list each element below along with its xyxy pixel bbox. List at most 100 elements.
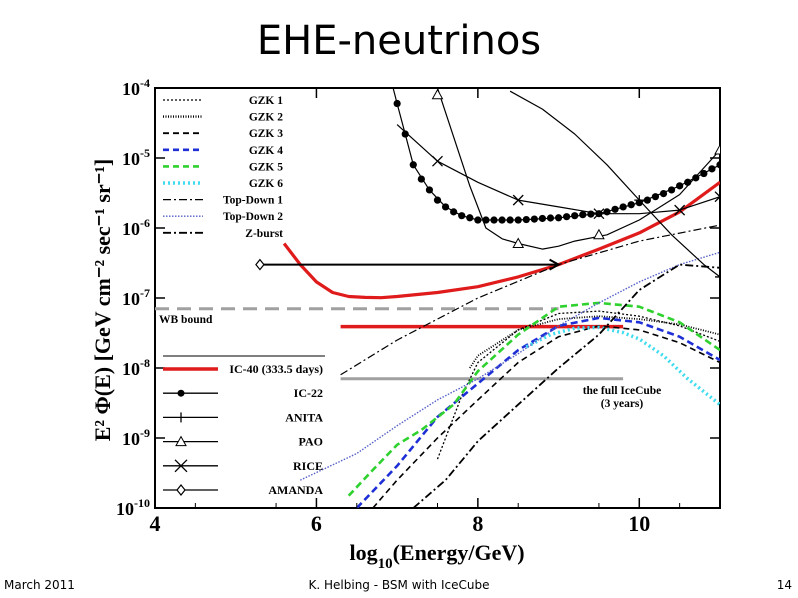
marker-ic-22-points [458,212,466,220]
marker-ic-22-points [514,216,522,224]
legend-marker-ic-22 [177,389,185,397]
x-axis-label-sub: 10 [378,556,393,572]
marker-ic-22-points [546,214,555,222]
legend-label-rice: RICE [293,459,323,473]
legend-label-top-down-2: Top-Down 2 [223,211,283,223]
marker-rice-points [593,208,605,220]
y-tick-label: 10-5 [122,146,150,169]
marker-ic-22-points [676,182,684,190]
marker-ic-22-points [692,174,700,182]
series-top-down-1 [340,224,720,376]
series-rice [396,124,720,215]
marker-ic-22-points [563,213,571,221]
marker-ic-22-points [433,196,442,204]
marker-ic-22-points [490,216,498,224]
marker-ic-22-points [651,193,660,201]
marker-ic-22-points [498,216,506,224]
marker-ic-22-points [450,208,458,216]
marker-pao-points [714,143,720,155]
marker-ic-22-points [417,175,425,183]
marker-ic-22-points [530,215,538,223]
footer-date: March 2011 [4,578,75,592]
footer-page-number: 14 [776,578,792,592]
legend-label-gzk-2: GZK 2 [249,112,283,124]
legend-label-ic-40-333-5-days: IC-40 (333.5 days) [229,362,323,376]
y-tick-label: 10-9 [122,426,150,449]
marker-ic-22-points [659,190,668,198]
marker-ic-22-points [474,216,482,224]
annotation-full-icecube: the full IceCube [583,385,662,397]
series-gzk-2 [469,315,720,369]
x-tick-label: 4 [150,511,161,536]
marker-ic-22-points [603,208,611,216]
marker-pao-points [593,228,605,240]
marker-ic-22-points [700,169,708,178]
legend-label-gzk-6: GZK 6 [249,178,283,190]
legend-label-pao: PAO [299,435,323,449]
marker-ic-22-points [627,201,635,209]
marker-amanda-points [255,258,265,271]
marker-ic-22-points [409,161,417,169]
marker-rice-points [714,191,720,203]
marker-ic-22-points [643,196,651,204]
x-axis-label: log10(Energy/GeV) [349,540,524,572]
marker-ic-22-points [667,186,676,194]
legend-label-top-down-1: Top-Down 1 [223,195,283,207]
marker-ic-22-points [425,186,434,194]
marker-ic-22-points [579,211,587,219]
x-tick-label: 6 [311,511,322,536]
x-axis-label-rest: (Energy/GeV) [393,540,525,565]
marker-ic-22-points [554,214,563,222]
marker-ic-22-points [482,216,490,224]
marker-ic-22-points [587,210,595,218]
series-anita [509,90,720,278]
marker-ic-22-points [522,215,530,224]
annotation-wb-bound: WB bound [159,314,213,326]
legend-label-amanda: AMANDA [268,483,323,497]
legend-label-anita: ANITA [285,410,323,424]
y-tick-label: 10-8 [122,356,150,379]
slide-title: EHE-neutrinos [256,18,542,64]
legend-label-gzk-5: GZK 5 [249,161,283,173]
series-top-down-2 [300,251,720,481]
marker-ic-22-points [571,212,579,220]
y-tick-label: 10-10 [116,496,150,519]
legend-marker-rice [174,459,188,473]
marker-pao-points [431,88,444,100]
legend-label-z-burst: Z-burst [245,228,283,240]
marker-ic-22-points [393,99,401,108]
marker-ic-22-points [401,130,409,138]
marker-ic-22-points [538,214,547,223]
series-gzk-6 [525,325,720,406]
plot-frame [154,87,721,509]
marker-ic-22-points [441,203,450,211]
legend-label-ic-22: IC-22 [294,386,323,400]
marker-anita-points [715,271,720,282]
marker-amanda-arrow [549,258,561,271]
marker-ic-22-points [684,178,692,186]
marker-ic-22-points [466,214,474,222]
series-ic-40-333-5-days [282,181,720,300]
series-gzk-4 [355,316,720,508]
marker-ic-22-points [506,216,514,224]
y-tick-label: 10-6 [122,216,150,239]
y-tick-label: 10-4 [122,76,150,99]
y-tick-label: 10-7 [122,286,150,309]
legend-marker-pao [175,435,187,447]
footer-author: K. Helbing - BSM with IceCube [308,578,490,592]
marker-rice-points [512,194,524,206]
marker-rice-points [432,155,443,167]
x-axis-label-main: log [349,540,377,565]
y-axis-label: E² Φ(E) [GeV cm⁻² sec⁻¹ sr⁻¹] [90,159,115,442]
x-tick-label: 8 [472,511,483,536]
marker-rice-points [674,204,686,216]
marker-ic-22-points [716,161,720,169]
marker-ic-22-points [708,165,716,173]
legend-label-gzk-4: GZK 4 [249,145,283,157]
legend-label-gzk-3: GZK 3 [249,128,283,140]
legend-marker-amanda [176,484,186,496]
legend-label-gzk-1: GZK 1 [249,95,283,107]
series-z-burst [412,263,720,508]
marker-anita-points [634,195,645,206]
